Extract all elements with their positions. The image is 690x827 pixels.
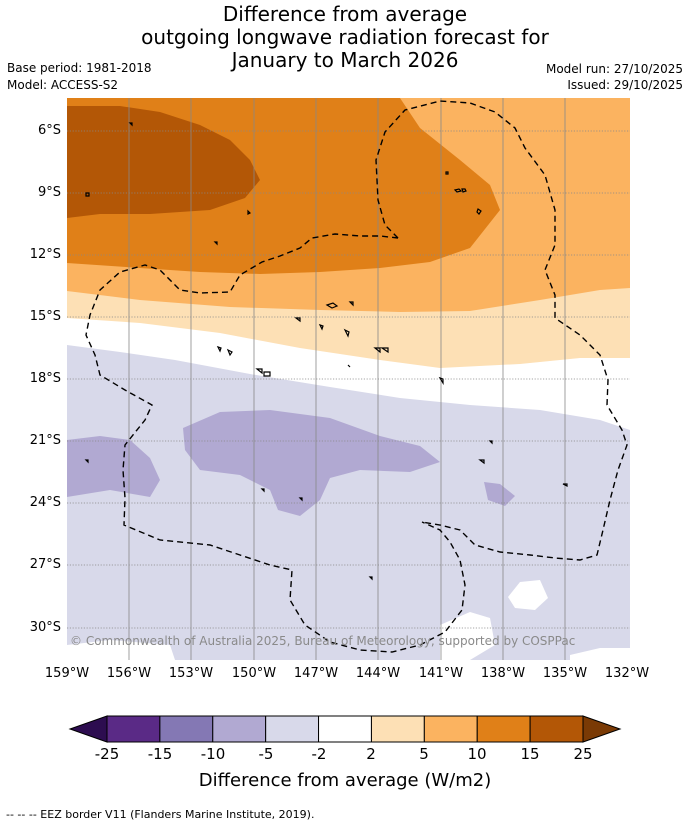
colorbar-title: Difference from average (W/m2) [198,770,492,791]
colorbar-tick: -2 [311,745,327,763]
lon-label-132w: 132°W [604,666,650,681]
colorbar-tick: 10 [467,745,487,763]
anomaly-field [67,98,630,660]
colorbar-tick: -10 [200,745,226,763]
colorbar-segment [106,715,161,743]
lon-label-147w: 147°W [293,666,339,681]
colorbar-tick: -15 [147,745,173,763]
colorbar-tick: -25 [94,745,120,763]
colorbar-tick: 25 [573,745,593,763]
island-outlines [84,122,568,581]
zone-neutral-patch-1 [508,580,548,610]
issued-date: Issued: 29/10/2025 [567,78,683,92]
lon-label-144w: 144°W [355,666,401,681]
lat-label-15s: 15°S [29,309,61,324]
colorbar-under-arrow [68,715,108,743]
lat-label-30s: 30°S [29,620,61,635]
colorbar-tick: -5 [258,745,274,763]
base-period: Base period: 1981-2018 [7,61,152,75]
eez-borders [85,100,628,653]
colorbar-segment [529,715,584,743]
colorbar-segment [476,715,531,743]
zone-moderate-negative-2 [67,436,160,497]
lon-label-141w: 141°W [418,666,464,681]
colorbar-over-arrow [582,715,622,743]
zone-moderate-negative-3 [484,482,515,506]
lon-label-138w: 138°W [480,666,526,681]
colorbar-tick: 2 [366,745,376,763]
colorbar-segment [370,715,425,743]
colorbar-tick: 15 [520,745,540,763]
map-title-line-1: Difference from average [222,2,468,26]
colorbar-segment [265,715,320,743]
graticule [67,98,630,660]
zone-very-strong-positive [67,106,260,218]
lon-label-135w: 135°W [542,666,588,681]
lat-label-18s: 18°S [29,371,61,386]
colorbar-segment [212,715,267,743]
eez-border-cook-islands [85,233,466,653]
lat-label-24s: 24°S [29,495,61,510]
model-name: Model: ACCESS-S2 [7,78,119,92]
colorbar-segments [106,715,584,743]
lon-label-153w: 153°W [168,666,214,681]
copyright-notice: © Commonwealth of Australia 2025, Bureau… [70,634,576,648]
model-run-date: Model run: 27/10/2025 [545,62,683,76]
zone-moderate-negative-1 [183,410,440,516]
lat-label-27s: 27°S [29,557,61,572]
zone-neutral-patch-3 [67,640,175,660]
zone-neutral-patch-2 [440,612,495,660]
lon-label-159w: 159°W [44,666,90,681]
map-title-line-3: January to March 2026 [231,48,459,72]
lat-label-21s: 21°S [29,433,61,448]
colorbar [68,715,622,743]
eez-legend-note: -- -- -- EEZ border V11 (Flanders Marine… [6,808,315,821]
colorbar-segment [159,715,214,743]
lon-label-156w: 156°W [106,666,152,681]
map-title-line-2: outgoing longwave radiation forecast for [141,25,549,49]
colorbar-tick: 5 [419,745,429,763]
colorbar-segment [318,715,372,743]
zone-neutral-patch-4 [570,648,630,660]
lat-label-9s: 9°S [37,185,61,200]
lat-label-12s: 12°S [29,247,61,262]
lat-label-6s: 6°S [37,123,61,138]
colorbar-segment [423,715,478,743]
lon-label-150w: 150°W [231,666,277,681]
